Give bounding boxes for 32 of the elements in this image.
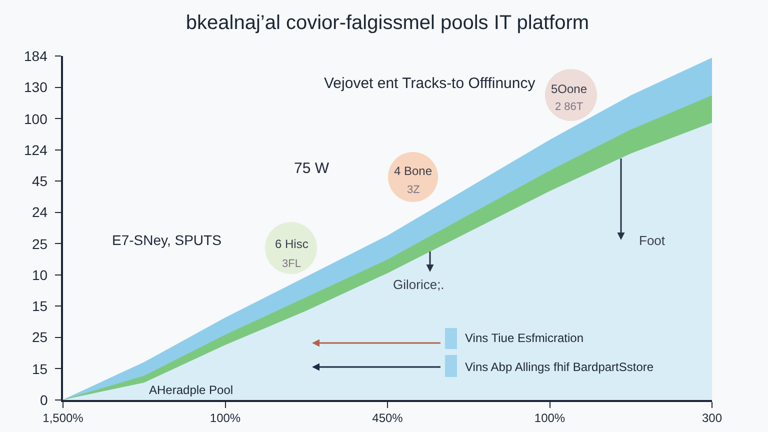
text: 124 (24, 142, 48, 158)
annotation: Vins Abp Allings fhif BardpartSstore (465, 360, 654, 374)
annotation: Gilorice;. (393, 277, 444, 292)
annotation: 6 Hisc (275, 237, 308, 251)
x-tick-label: 300 (702, 411, 722, 426)
text: 130 (24, 79, 48, 95)
text: 15 (32, 298, 48, 314)
x-tick-label: 450% (372, 411, 404, 426)
annotation: E7-SNey, SPUTS (112, 232, 222, 248)
text: 24 (32, 204, 48, 220)
chart-title: bkealnaj’al covior-falgissmel pools IT platform (186, 12, 590, 34)
text: 25 (32, 236, 48, 252)
x-tick-label: 100% (210, 411, 241, 426)
text: 0 (40, 392, 48, 408)
text: 10 (32, 267, 48, 283)
annotation: 3FL (282, 258, 301, 270)
annotation: 3Z (407, 184, 420, 196)
text: 45 (32, 173, 48, 189)
text: 184 (24, 48, 48, 64)
annotation: 4 Bone (394, 164, 432, 178)
x-tick-label: 1,500% (42, 411, 84, 426)
text: 15 (32, 361, 48, 377)
text: 100 (24, 111, 48, 127)
annotation: 75 W (294, 160, 330, 177)
annotation: 2 86T (555, 101, 584, 113)
x-tick-label: 100% (534, 411, 566, 426)
text: 25 (32, 329, 48, 345)
annotation: AHeradple Pool (149, 383, 234, 397)
annotation: 5Oone (551, 82, 588, 96)
annotation: Vejovet ent Tracks-to Offfinuncy (324, 75, 536, 92)
annotation: Foot (639, 233, 666, 248)
annotation: Vins Tiue Esfmicration (465, 331, 584, 345)
